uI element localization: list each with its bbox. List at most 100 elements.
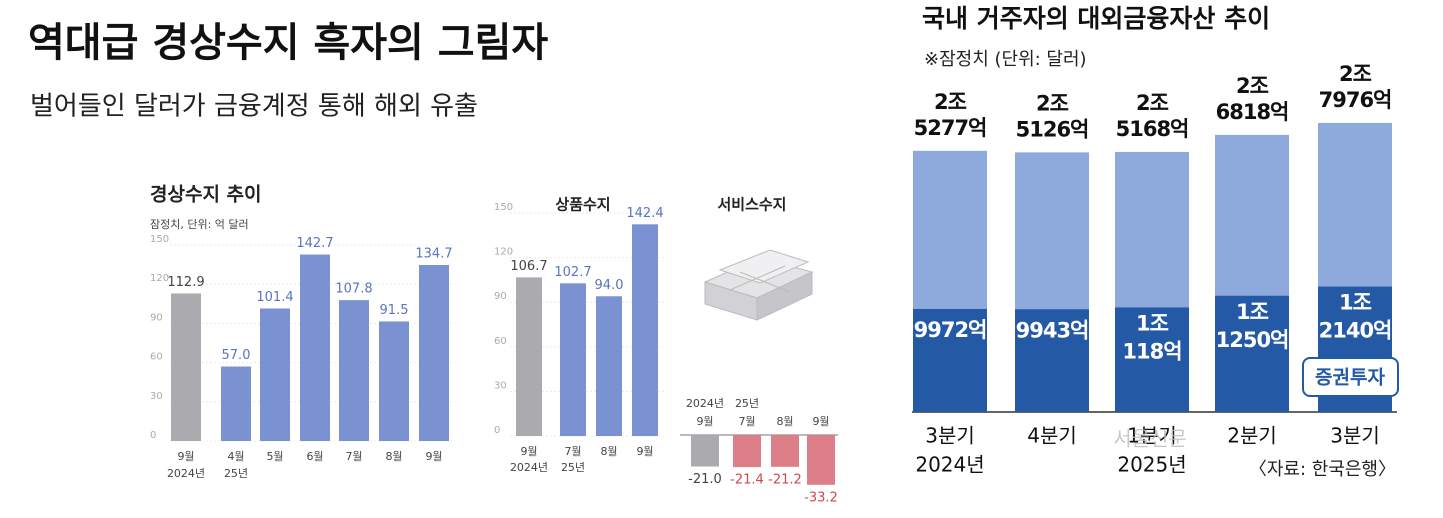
x-tick-label: 8월 — [776, 415, 793, 428]
value-label: 107.8 — [335, 282, 372, 297]
y-tick-label: 150 — [150, 234, 169, 245]
x-tick-label: 7월 — [345, 450, 362, 463]
chart-title: 상품수지 — [555, 196, 610, 214]
x-tick-label: 5월 — [266, 450, 283, 463]
bar — [1215, 295, 1289, 412]
x-sublabel: 25년 — [735, 397, 759, 410]
y-tick-label: 0 — [150, 430, 156, 441]
bar — [1115, 307, 1189, 412]
bar — [771, 435, 799, 467]
sub-headline: 벌어들인 달러가 금융계정 통해 해외 유출 — [30, 92, 478, 122]
value-label: 102.7 — [554, 265, 591, 280]
value-label: 142.4 — [626, 206, 663, 221]
y-tick-label: 90 — [150, 312, 163, 323]
chart-subtitle: ※잠정치 (단위: 달러) — [924, 49, 1087, 70]
bar — [419, 264, 449, 441]
bar — [691, 435, 719, 467]
value-label: 9943억 — [1016, 318, 1089, 342]
value-label: 9972억 — [914, 318, 987, 342]
x-tick-label: 9월 — [696, 415, 713, 428]
legend-label: 증권투자 — [1315, 367, 1385, 389]
value-label: 112.9 — [167, 275, 204, 290]
x-tick-label: 9월 — [636, 445, 653, 458]
x-tick-label: 9월 — [177, 450, 194, 463]
y-tick-label: 30 — [150, 391, 163, 402]
y-tick-label: 0 — [494, 425, 500, 436]
bar — [171, 293, 201, 441]
x-sublabel: 25년 — [561, 461, 585, 474]
bar — [807, 435, 835, 485]
value-label: 118억 — [1122, 339, 1181, 363]
x-tick-label: 8월 — [600, 445, 617, 458]
total-label: 2조 — [934, 90, 967, 114]
value-label: 57.0 — [222, 348, 251, 363]
x-tick-label: 3분기 — [1330, 424, 1380, 448]
value-label: 2140억 — [1319, 319, 1392, 343]
value-label: -21.4 — [730, 473, 764, 488]
value-label: 1조 — [1136, 311, 1169, 335]
bar — [733, 435, 761, 468]
chart-subtitle: 잠정치, 단위: 억 달러 — [150, 218, 249, 231]
total-label: 2조 — [1236, 74, 1269, 98]
value-label: -21.2 — [768, 472, 802, 487]
bar — [1015, 309, 1089, 412]
source: 〈자료: 한국은행〉 — [1249, 459, 1396, 480]
value-label: 1250억 — [1216, 328, 1289, 352]
total-label: 5168억 — [1116, 117, 1189, 141]
total-label: 2조 — [1036, 91, 1069, 115]
total-label: 2조 — [1136, 91, 1169, 115]
x-tick-label: 4월 — [227, 450, 244, 463]
x-tick-label: 2분기 — [1227, 424, 1277, 448]
y-tick-label: 120 — [150, 273, 169, 284]
total-label: 7976억 — [1319, 88, 1392, 112]
bar — [560, 283, 586, 436]
value-label: 1조 — [1236, 300, 1269, 324]
bar — [221, 366, 251, 441]
x-tick-label: 6월 — [306, 450, 323, 463]
value-label: 91.5 — [380, 303, 409, 318]
y-tick-label: 30 — [494, 380, 507, 391]
x-tick-label: 9월 — [520, 445, 537, 458]
x-sublabel: 2024년 — [510, 461, 548, 474]
total-label: 5277억 — [914, 116, 987, 140]
value-label: 142.7 — [296, 236, 333, 251]
total-label: 6818억 — [1216, 100, 1289, 124]
value-label: 101.4 — [256, 290, 293, 305]
x-tick-label: 3분기 — [925, 424, 975, 448]
bar — [379, 321, 409, 441]
chart-title: 경상수지 추이 — [150, 184, 262, 206]
x-tick-label: 9월 — [425, 450, 442, 463]
y-tick-label: 60 — [150, 352, 163, 363]
bar — [516, 277, 542, 436]
x-tick-label: 8월 — [385, 450, 402, 463]
x-sublabel: 2024년 — [915, 453, 984, 477]
value-label: 134.7 — [415, 246, 452, 261]
chart-title: 국내 거주자의 대외금융자산 추이 — [922, 4, 1270, 33]
money-illustration — [703, 249, 814, 321]
total-label: 2조 — [1339, 62, 1372, 86]
bar — [596, 296, 622, 436]
x-tick-label: 1분기 — [1127, 424, 1177, 448]
x-sublabel: 2024년 — [686, 397, 724, 410]
value-label: -33.2 — [804, 490, 838, 505]
x-tick-label: 4분기 — [1027, 424, 1077, 448]
y-tick-label: 90 — [494, 291, 507, 302]
y-tick-label: 120 — [494, 247, 513, 258]
y-tick-label: 150 — [494, 202, 513, 213]
bar — [632, 224, 658, 436]
watermark: 서울신문 — [1113, 427, 1187, 451]
bar — [300, 254, 330, 441]
y-tick-label: 60 — [494, 336, 507, 347]
value-label: 106.7 — [510, 259, 547, 274]
value-label: 94.0 — [595, 278, 624, 293]
legend-badge — [1302, 357, 1399, 397]
value-label: 1조 — [1339, 291, 1372, 315]
bar — [339, 300, 369, 441]
x-tick-label: 7월 — [738, 415, 755, 428]
x-sublabel: 2024년 — [167, 467, 205, 480]
x-sublabel: 25년 — [224, 467, 248, 480]
x-tick-label: 7월 — [564, 445, 581, 458]
x-sublabel: 2025년 — [1117, 453, 1186, 477]
bar — [260, 308, 290, 441]
